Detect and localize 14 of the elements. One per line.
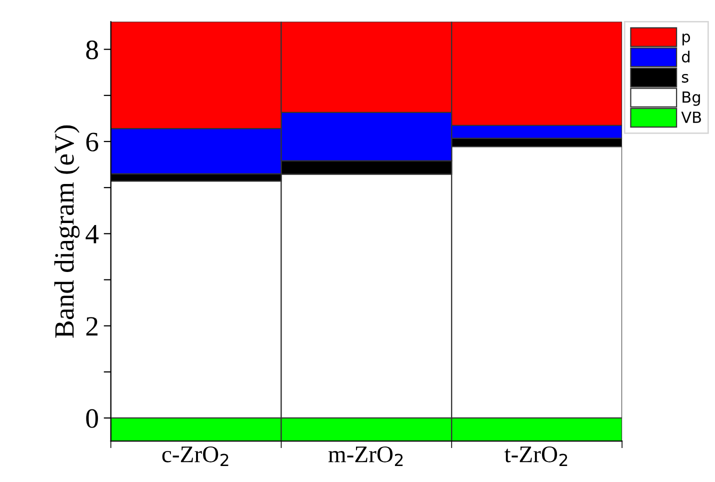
legend-label: p — [682, 34, 690, 46]
y-tick-label: 8 — [86, 40, 98, 60]
y-tick-label: 2 — [86, 317, 98, 336]
y-tick-label: 0 — [86, 409, 98, 428]
y-tick-label: 6 — [86, 132, 98, 152]
y-tick-label: 4 — [86, 225, 99, 244]
x-tick-label: m-ZrO$_{2}$ — [328, 446, 403, 466]
y-axis-title: Band diagram (eV) — [54, 125, 80, 338]
legend-label: d — [682, 50, 690, 63]
x-tick-label: t-ZrO$_{2}$ — [504, 446, 568, 466]
legend-label: VB — [681, 112, 701, 123]
legend-label: s — [682, 74, 688, 83]
legend-label: Bg — [682, 92, 700, 106]
x-tick-label: c-ZrO$_{2}$ — [162, 446, 228, 466]
